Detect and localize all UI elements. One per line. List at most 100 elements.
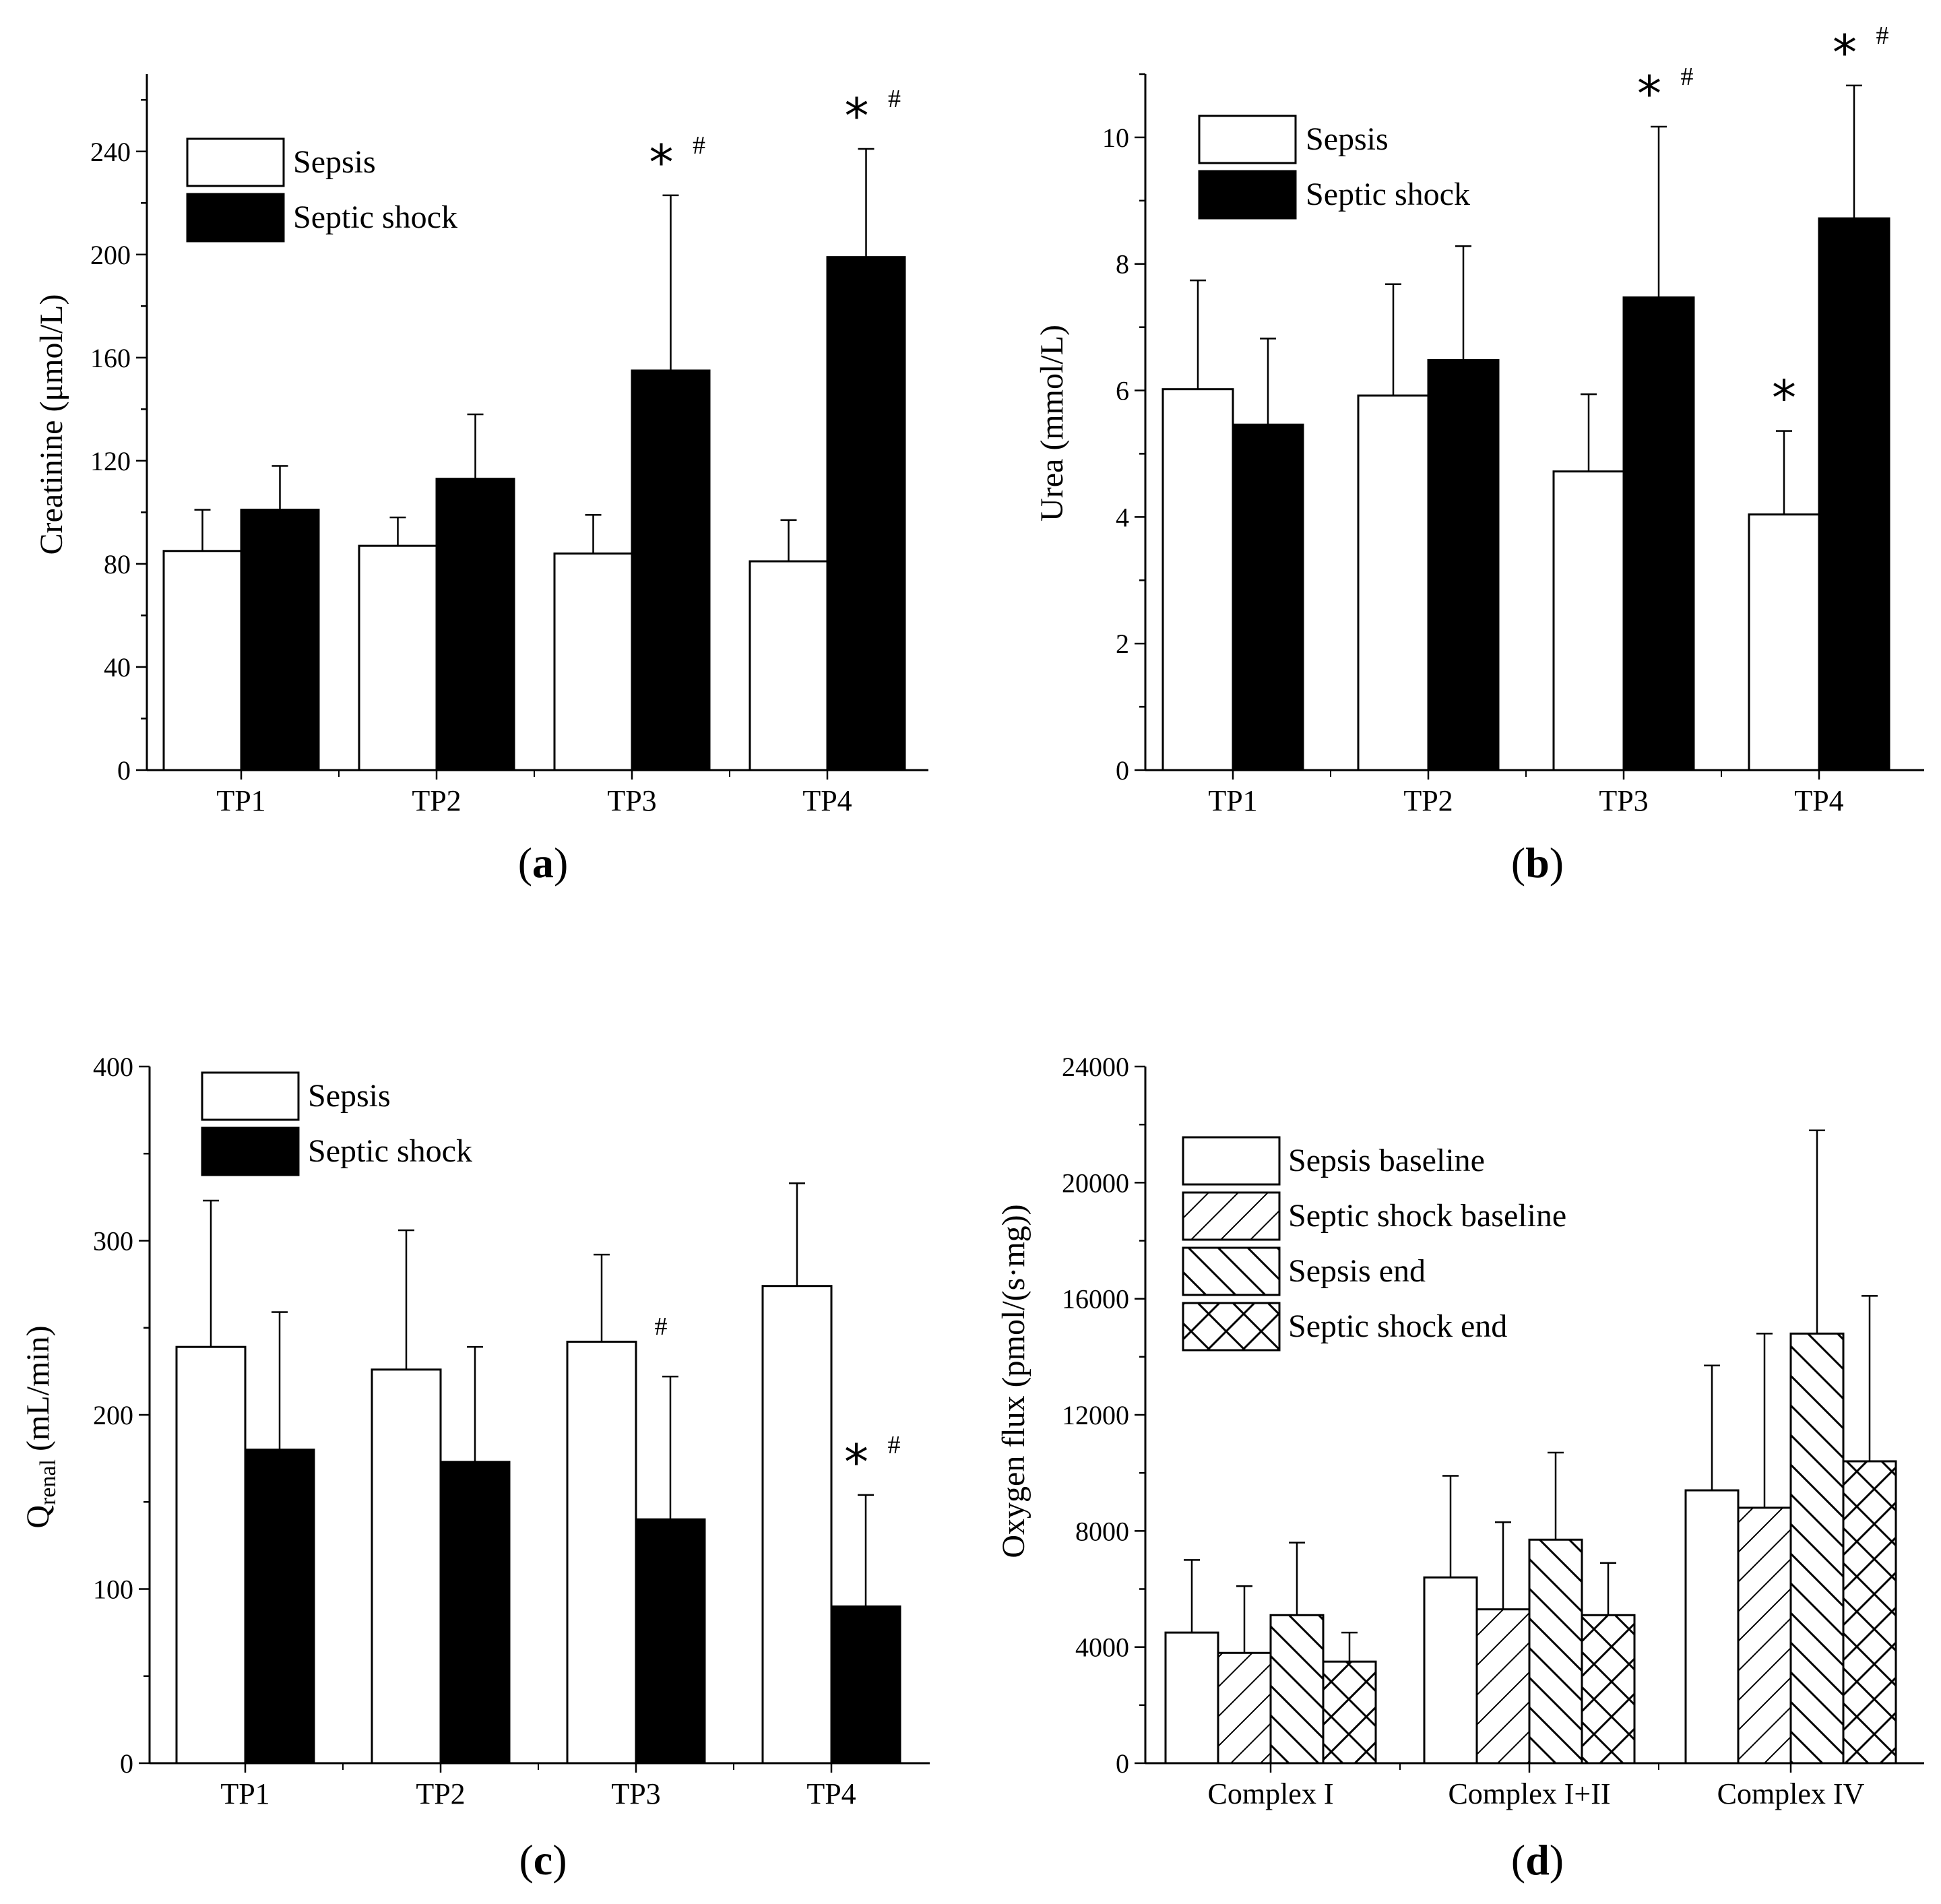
y-tick-label: 300	[93, 1226, 133, 1257]
bar-d-s2-c0	[1269, 1614, 1325, 1765]
bar-c-s1-c2	[635, 1518, 706, 1765]
panel-b-ylabel: Urea (mmol/L)	[1034, 325, 1070, 521]
x-tick-label: Complex I	[1208, 1777, 1334, 1810]
legend-swatch	[201, 1126, 300, 1176]
bar-c-s0-c2	[566, 1340, 637, 1765]
significance-star: *	[844, 1434, 868, 1490]
y-tick-label: 16000	[1062, 1284, 1129, 1314]
significance-star: *	[1833, 24, 1857, 81]
bar-b-s0-c2	[1552, 470, 1625, 771]
y-tick-label: 400	[93, 1052, 133, 1082]
x-tick-label: TP1	[1208, 784, 1257, 817]
legend-swatch	[1198, 170, 1297, 220]
x-tick-label: Complex I+II	[1448, 1777, 1610, 1810]
x-tick-label: TP3	[611, 1777, 660, 1810]
legend-swatch	[1198, 115, 1297, 164]
legend-swatch	[1182, 1302, 1281, 1352]
bar-c-s1-c1	[439, 1461, 511, 1765]
x-tick-label: TP1	[216, 784, 265, 817]
y-tick-label: 4	[1116, 502, 1129, 532]
significance-hash: #	[1876, 22, 1889, 50]
bar-d-s0-c1	[1423, 1576, 1478, 1765]
bar-b-s0-c3	[1748, 513, 1820, 771]
significance-hash: #	[1681, 63, 1694, 91]
y-tick-label: 10	[1102, 123, 1129, 153]
bar-d-s1-c0	[1217, 1651, 1272, 1765]
x-tick-label: TP3	[1599, 784, 1648, 817]
y-tick-label: 20000	[1062, 1168, 1129, 1198]
panel-a-ylabel: Creatinine (μmol/L)	[34, 294, 69, 555]
legend-swatch	[201, 1071, 300, 1121]
legend-swatch	[186, 193, 285, 243]
x-tick-label: Complex IV	[1717, 1777, 1865, 1810]
bar-d-s2-c1	[1528, 1538, 1583, 1765]
panel-c-plot: 0 100 200 300 400 TP1 TP2 TP3 TP4 # * # Sepsis Septic…	[93, 1052, 930, 1810]
x-tick-label: TP4	[1794, 784, 1843, 817]
panel-b-plot: 0 2 4 6 8 10 TP1 TP2 TP3 TP4 * # * * # Sepsis Septic sho…	[1102, 22, 1924, 817]
panel-c-label: (c)	[519, 1836, 567, 1884]
bar-c-s0-c0	[175, 1345, 247, 1765]
panel-c-label-letter: c	[534, 1836, 552, 1884]
y-tick-label: 40	[104, 652, 131, 683]
bar-d-s3-c1	[1581, 1614, 1636, 1765]
legend-swatch	[1182, 1246, 1281, 1296]
bar-c-s1-c3	[830, 1605, 901, 1765]
y-tick-label: 2	[1116, 629, 1129, 659]
legend-label: Sepsis	[1306, 121, 1389, 157]
y-tick-label: 100	[93, 1575, 133, 1605]
bar-d-s3-c0	[1322, 1660, 1377, 1765]
panel-c-ylabel: Qrenal (mL/min)	[20, 1325, 61, 1528]
bar-a-s1-c0	[240, 509, 320, 771]
panel-c: Qrenal (mL/min) (c) 0 100 200 300 400 TP1 TP2 T…	[20, 1052, 930, 1884]
legend-label: Sepsis	[308, 1078, 391, 1114]
significance-hash: #	[888, 85, 901, 113]
panel-d-ylabel: Oxygen flux (pmol/(s·mg))	[996, 1204, 1031, 1558]
legend-label: Septic shock	[1306, 177, 1470, 212]
x-tick-label: TP3	[607, 784, 656, 817]
panel-b: Urea (mmol/L) (b) 0 2 4 6 8 10 TP1 TP2 TP3 TP4 * # *…	[1034, 22, 1924, 887]
panel-a-label: (a)	[518, 839, 569, 887]
y-tick-label: 160	[90, 343, 131, 373]
y-tick-label: 12000	[1062, 1400, 1129, 1430]
y-tick-label: 6	[1116, 376, 1129, 406]
bar-a-s0-c1	[358, 544, 438, 771]
y-tick-label: 0	[1116, 1748, 1129, 1779]
bar-d-s1-c2	[1737, 1506, 1792, 1765]
x-tick-label: TP2	[412, 784, 461, 817]
legend-label: Sepsis end	[1288, 1253, 1426, 1289]
bar-d-s3-c2	[1842, 1460, 1897, 1765]
legend-label: Septic shock end	[1288, 1308, 1507, 1344]
panel-c-ylabel-rest: (mL/min)	[20, 1325, 56, 1459]
panel-d-label-letter: d	[1525, 1836, 1550, 1884]
legend-label: Sepsis baseline	[1288, 1143, 1485, 1178]
legend-swatch	[186, 137, 285, 187]
y-tick-label: 240	[90, 137, 131, 167]
bar-b-s1-c3	[1818, 217, 1890, 771]
y-tick-label: 0	[120, 1748, 133, 1779]
panel-b-label-letter: b	[1525, 839, 1550, 887]
bar-a-s1-c1	[435, 478, 515, 771]
panel-a: Creatinine (μmol/L) (a) 0 40 80 120 160 200 24…	[34, 74, 928, 887]
y-tick-label: 120	[90, 446, 131, 476]
significance-hash: #	[888, 1431, 901, 1459]
y-tick-label: 200	[90, 240, 131, 270]
legend-swatch	[1182, 1191, 1281, 1241]
y-tick-label: 0	[1116, 755, 1129, 786]
bar-d-s2-c2	[1789, 1332, 1845, 1765]
panel-a-plot: 0 40 80 120 160 200 240 TP1 TP2 TP3 TP4 * # * # Sepsis S…	[90, 74, 928, 817]
bar-d-s0-c0	[1164, 1631, 1219, 1765]
legend-label: Septic shock	[293, 199, 457, 235]
bar-a-s0-c0	[162, 550, 243, 771]
bar-b-s0-c1	[1357, 394, 1430, 771]
x-tick-label: TP2	[416, 1777, 465, 1810]
bar-d-s0-c2	[1684, 1489, 1740, 1765]
bar-a-s0-c3	[749, 560, 829, 771]
significance-star: *	[845, 88, 869, 144]
legend-swatch	[1182, 1136, 1281, 1186]
bar-a-s0-c2	[553, 552, 633, 771]
panel-d: Oxygen flux (pmol/(s·mg)) (d) 0 4000 8000 1…	[996, 1052, 1924, 1884]
significance-star: *	[649, 134, 674, 191]
y-tick-label: 200	[93, 1400, 133, 1430]
bar-a-s1-c3	[826, 256, 906, 771]
bar-c-s1-c0	[244, 1449, 315, 1765]
